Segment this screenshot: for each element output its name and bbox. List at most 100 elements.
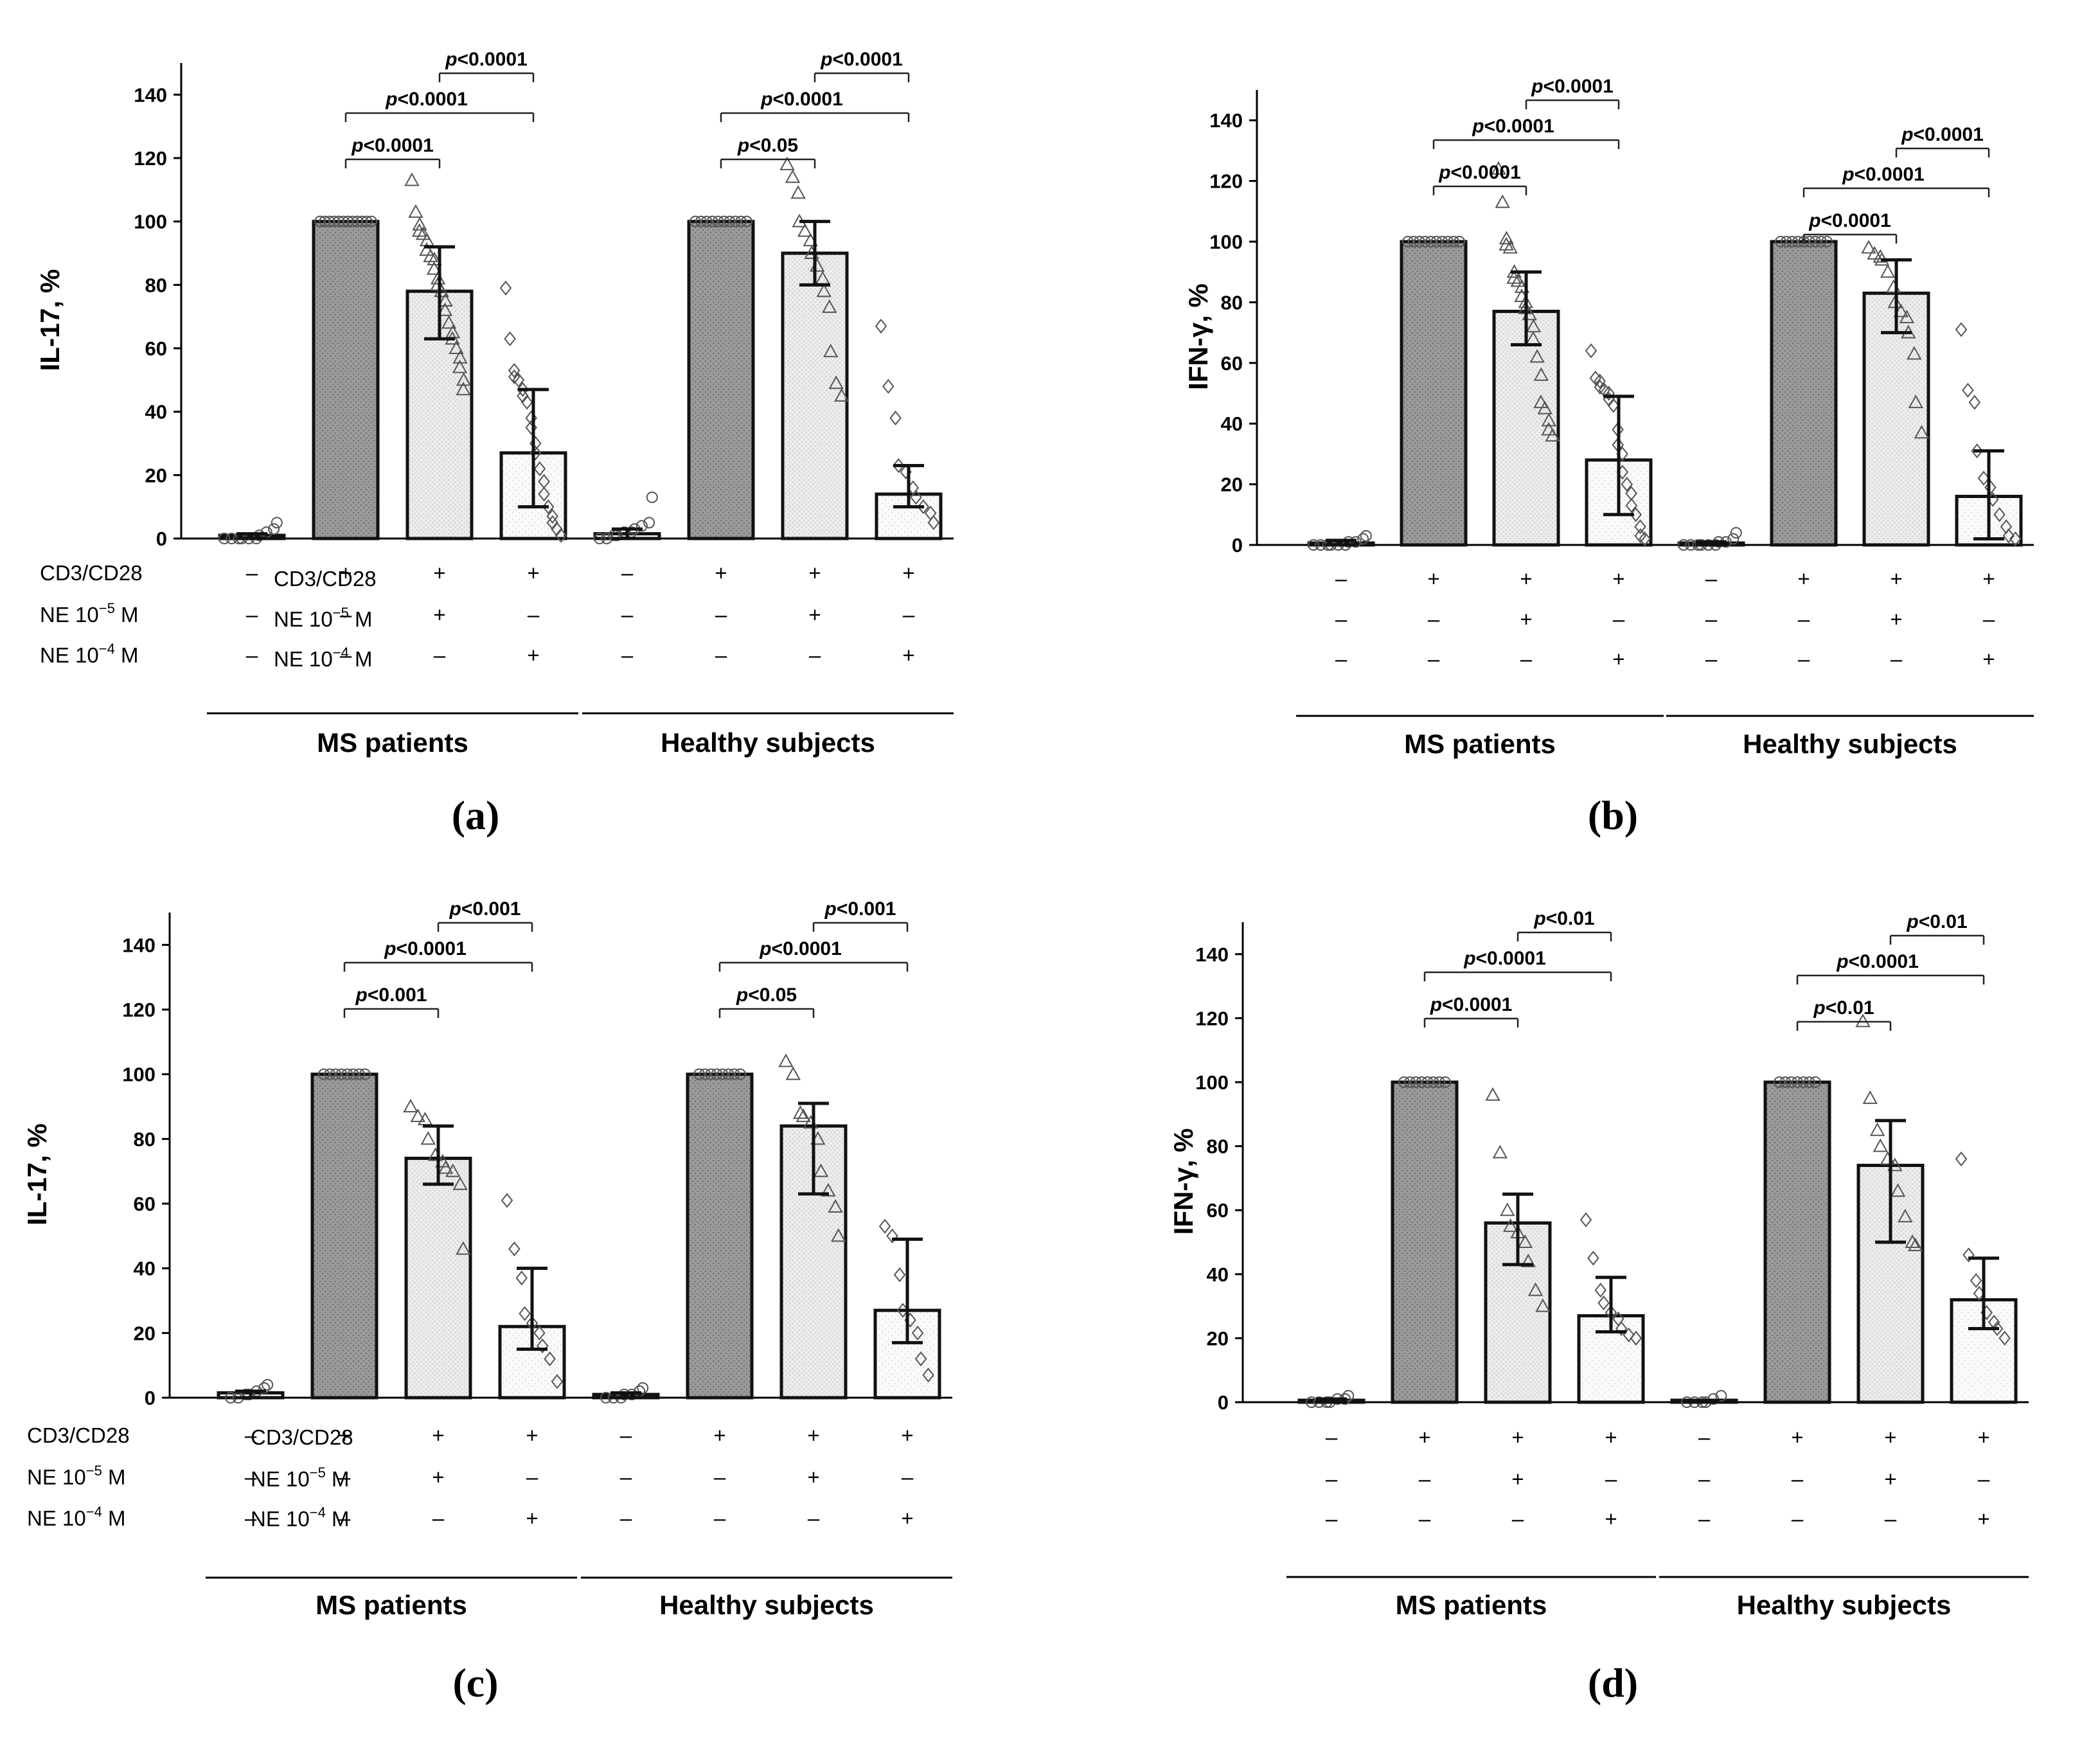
condition-sign: +	[432, 1423, 444, 1447]
condition-row-label: NE 10−5 M	[274, 605, 372, 631]
data-point	[1970, 1273, 1982, 1288]
data-point	[1914, 425, 1930, 439]
data-point	[1774, 1076, 1785, 1088]
data-point	[533, 461, 546, 477]
data-point	[1869, 1122, 1885, 1136]
data-point	[1360, 530, 1372, 542]
condition-sign: +	[1791, 1425, 1803, 1449]
y-tick-label: 0	[145, 1387, 156, 1409]
condition-sign: –	[621, 643, 634, 667]
data-point	[1607, 398, 1619, 413]
data-point	[636, 520, 648, 532]
data-point	[1625, 498, 1638, 513]
condition-sign: –	[1698, 1467, 1711, 1491]
data-point	[356, 215, 368, 227]
data-point	[1886, 279, 1901, 293]
condition-sign: –	[1885, 1507, 1897, 1531]
data-point	[1587, 1251, 1599, 1266]
condition-sign: +	[1520, 607, 1532, 631]
data-point	[1537, 400, 1553, 414]
data-point	[1492, 1145, 1508, 1159]
data-point	[594, 533, 605, 544]
condition-row-label: NE 10−5 M	[40, 600, 138, 627]
condition-sign: –	[1705, 647, 1718, 671]
y-tick-label: 80	[134, 1128, 156, 1150]
data-point	[1500, 1202, 1515, 1216]
data-point	[1785, 1076, 1797, 1088]
condition-sign: –	[1792, 1507, 1804, 1531]
data-point	[512, 372, 525, 387]
data-point	[452, 1176, 468, 1190]
data-point	[778, 1053, 794, 1067]
data-point	[1427, 1076, 1439, 1088]
data-point	[359, 1068, 371, 1080]
data-point	[917, 499, 930, 515]
data-point	[705, 1068, 717, 1080]
data-point	[716, 1068, 729, 1080]
condition-sign: +	[1520, 567, 1532, 591]
data-point	[785, 169, 801, 183]
data-point	[360, 215, 373, 227]
y-tick-label: 100	[134, 211, 167, 233]
data-point	[893, 1267, 906, 1283]
data-point	[1971, 443, 1983, 459]
data-point	[438, 292, 453, 307]
data-point	[1867, 245, 1882, 260]
condition-row-label: NE 10−5 M	[27, 1463, 125, 1489]
y-tick-label: 100	[1195, 1071, 1229, 1094]
data-point	[366, 215, 377, 227]
p-value-label: p<0.0001	[760, 89, 843, 110]
data-point	[1533, 367, 1549, 381]
data-point	[785, 1066, 801, 1080]
data-point	[551, 1374, 564, 1389]
data-point	[243, 1388, 255, 1400]
panel-d: 0 20 40 60 80 100 120 140 IFN-γ, % p<0.0001 p<0.00…	[251, 908, 2029, 1706]
y-tick-label: 20	[145, 464, 167, 486]
condition-sign: –	[621, 603, 634, 627]
p-value-label: p<0.0001	[1808, 210, 1891, 231]
condition-sign: +	[526, 1506, 538, 1530]
data-point	[1639, 531, 1651, 547]
condition-sign: –	[1326, 1467, 1338, 1491]
data-point	[1603, 386, 1615, 401]
data-point	[1357, 533, 1369, 545]
data-point	[1880, 1151, 1896, 1165]
data-point	[508, 1241, 521, 1257]
group-label: MS patients	[1396, 1590, 1547, 1620]
data-point	[1506, 270, 1522, 284]
condition-sign: +	[1612, 647, 1624, 671]
condition-sign: +	[808, 603, 821, 627]
data-point	[828, 375, 844, 389]
condition-sign: –	[1335, 567, 1348, 591]
condition-sign: +	[1977, 1507, 1989, 1531]
data-point	[410, 1109, 425, 1123]
y-tick-label: 100	[122, 1064, 156, 1086]
data-point	[328, 215, 340, 227]
condition-sign: +	[1884, 1425, 1896, 1449]
group-label: Healthy subjects	[1737, 1590, 1952, 1620]
condition-sign: –	[246, 561, 258, 585]
data-point	[1779, 1076, 1792, 1088]
data-point	[1908, 395, 1924, 409]
condition-sign: +	[715, 561, 727, 585]
condition-sign: –	[620, 1465, 632, 1489]
data-point	[1955, 1151, 1968, 1167]
data-point	[1955, 322, 1968, 337]
condition-sign: –	[245, 1423, 257, 1447]
condition-sign: +	[433, 561, 445, 585]
data-point	[2002, 528, 2015, 544]
bar	[404, 1157, 472, 1400]
y-tick-label: 60	[1207, 1199, 1229, 1222]
condition-sign: +	[1982, 567, 1995, 591]
condition-sign: +	[1427, 567, 1439, 591]
data-point	[1585, 343, 1597, 359]
data-point	[1991, 1321, 2004, 1337]
data-point	[542, 499, 555, 515]
y-tick-label: 40	[1221, 413, 1243, 435]
data-point	[508, 362, 521, 379]
data-point	[1781, 236, 1792, 247]
y-axis-label: IFN-γ, %	[1168, 1128, 1198, 1235]
p-value-label: p<0.0001	[1463, 948, 1546, 969]
condition-sign: –	[1798, 607, 1810, 631]
condition-sign: +	[807, 1423, 819, 1447]
